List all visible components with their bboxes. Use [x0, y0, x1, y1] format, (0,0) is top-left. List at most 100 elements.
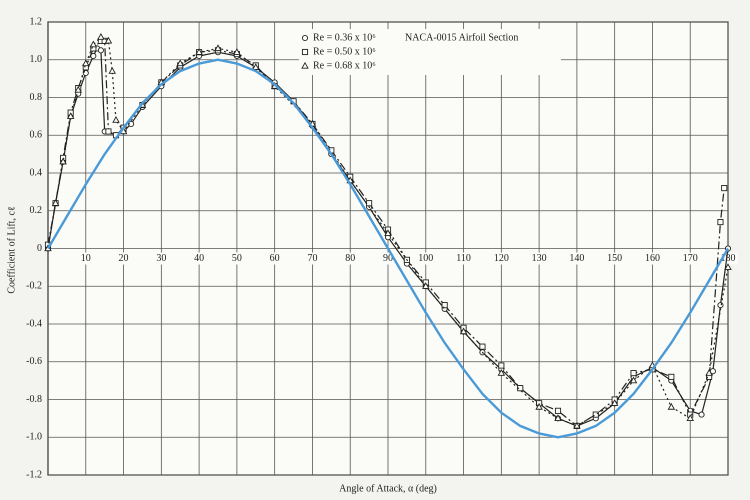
marker [384, 229, 392, 237]
marker [108, 66, 116, 74]
legend-label: Re = 0.36 x 10⁶ [313, 32, 376, 43]
x-tick-label-bg [189, 252, 210, 265]
x-tick-label-bg [302, 252, 323, 265]
marker [630, 370, 637, 377]
marker [301, 48, 309, 56]
y-tick-label: 0.6 [30, 130, 43, 141]
x-tick-label: 70 [307, 253, 317, 264]
x-tick-label: 120 [494, 253, 509, 264]
x-tick-label-bg [340, 252, 361, 265]
x-tick-label-bg [604, 252, 625, 265]
y-axis-label: Coefficient of Lift, cℓ [6, 206, 17, 293]
marker [717, 219, 724, 226]
y-tick-label: 1.2 [30, 16, 43, 27]
marker [667, 402, 676, 410]
marker [112, 116, 120, 123]
marker [535, 402, 543, 410]
y-tick-label: 0.8 [30, 92, 43, 103]
y-tick-label: 0.2 [30, 205, 43, 216]
marker [686, 414, 694, 422]
legend-label: Re = 0.68 x 10⁶ [313, 60, 376, 71]
marker [717, 302, 724, 309]
series-line [47, 36, 729, 427]
marker [573, 421, 581, 429]
marker [366, 200, 373, 207]
x-tick-label-bg [226, 252, 247, 265]
marker [629, 376, 638, 384]
y-tick-label: -0.8 [26, 394, 42, 405]
y-tick-label: -1.0 [26, 432, 42, 443]
x-tick-label-bg [453, 252, 474, 265]
x-tick-label: 100 [418, 253, 433, 264]
marker [498, 362, 505, 369]
y-tick-label: -0.2 [26, 281, 42, 292]
x-tick-label-bg [566, 252, 587, 265]
x-tick-label: 50 [232, 253, 242, 264]
marker [610, 399, 619, 406]
x-tick-label-bg [491, 252, 512, 265]
x-tick-label: 20 [119, 253, 129, 264]
marker [698, 411, 705, 418]
marker [97, 32, 105, 40]
x-tick-label-bg [75, 252, 96, 265]
x-tick-label: 180 [721, 253, 736, 264]
marker [59, 157, 67, 165]
marker [459, 327, 468, 335]
x-tick-label-bg [642, 252, 663, 265]
x-tick-label: 30 [156, 253, 166, 264]
legend-label: Re = 0.50 x 10⁶ [313, 46, 376, 57]
series-line [46, 58, 730, 439]
marker [479, 343, 486, 350]
x-tick-label: 150 [607, 253, 622, 264]
y-tick-label: -0.4 [26, 318, 42, 329]
marker [89, 40, 98, 48]
marker [74, 85, 82, 93]
marker [195, 48, 203, 55]
x-tick-label-bg [529, 252, 550, 265]
y-tick-label: -0.6 [26, 356, 42, 367]
x-tick-label: 130 [532, 253, 547, 264]
legend-bg [299, 29, 561, 75]
marker [497, 368, 506, 376]
x-tick-label: 80 [345, 253, 355, 264]
x-tick-label-bg [264, 252, 285, 265]
marker [51, 199, 60, 206]
x-tick-label-bg [680, 252, 701, 265]
x-tick-label: 140 [569, 253, 584, 264]
marker [176, 59, 184, 67]
marker [66, 112, 75, 120]
legend-title: NACA-0015 Airfoil Section [405, 32, 518, 43]
x-tick-label: 160 [645, 253, 660, 264]
x-tick-label: 170 [683, 253, 698, 264]
y-tick-label: 0 [37, 243, 42, 254]
marker [233, 48, 241, 55]
marker [554, 407, 562, 414]
y-tick-label: 0.4 [30, 167, 43, 178]
marker [104, 36, 113, 44]
x-tick-label-bg [415, 252, 436, 265]
marker [441, 302, 448, 309]
marker [724, 263, 732, 271]
y-tick-label: -1.2 [26, 469, 42, 480]
x-tick-label-bg [151, 252, 172, 265]
x-tick-label: 40 [194, 253, 204, 264]
x-tick-label: 10 [81, 253, 91, 264]
marker [301, 34, 309, 42]
x-tick-label-bg [113, 252, 134, 265]
marker [554, 414, 562, 422]
marker [705, 368, 713, 376]
marker [668, 373, 675, 380]
marker [105, 128, 112, 135]
marker [97, 47, 104, 54]
x-tick-label: 60 [270, 253, 280, 264]
marker [82, 59, 90, 67]
series [44, 32, 732, 429]
series [46, 58, 730, 439]
x-axis-label: Angle of Attack, α (deg) [339, 483, 437, 494]
marker [214, 44, 222, 52]
x-tick-label: 110 [456, 253, 471, 264]
marker [252, 63, 260, 70]
x-tick-label: 90 [383, 253, 393, 264]
